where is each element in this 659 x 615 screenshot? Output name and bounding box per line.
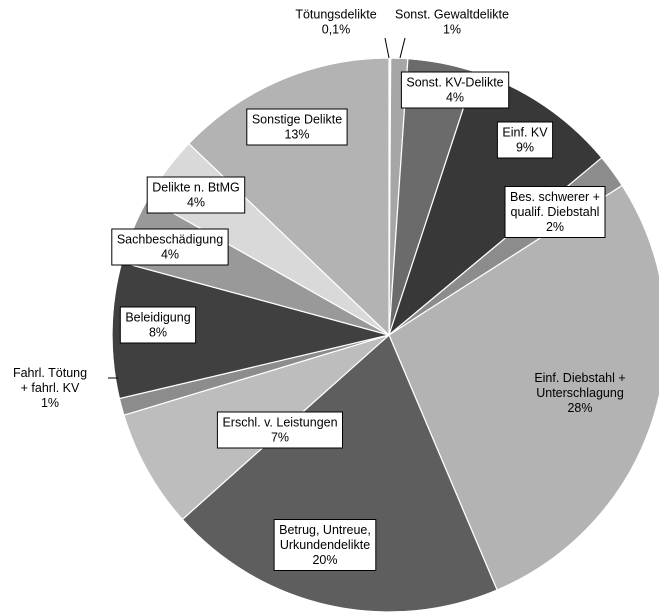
slice-label-box — [400, 71, 510, 109]
slice-label-8: Fahrl. Tötung+ fahrl. KV1% — [13, 366, 87, 410]
slice-label-box — [146, 176, 246, 214]
slice-label-text: Urkundendelikte — [280, 538, 370, 552]
slice-label-box — [246, 108, 348, 146]
slice-label-text: 4% — [187, 196, 205, 210]
slice-label-text: qualif. Diebstahl — [511, 205, 600, 219]
label-leader-line — [384, 37, 390, 59]
slice-label-box — [119, 306, 197, 344]
slice-label-text: Einf. KV — [502, 126, 548, 140]
slice-label-text: 8% — [149, 326, 167, 340]
slice-label-text: Sonst. Gewaltdelikte — [395, 8, 509, 22]
slice-label-text: Betrug, Untreue, — [279, 523, 371, 537]
slice-label-box — [111, 228, 229, 266]
slice-label-text: Beleidigung — [125, 311, 190, 325]
slice-label-text: 9% — [516, 141, 534, 155]
slice-label-text: Sonstige Delikte — [252, 113, 342, 127]
slice-label-text: Sonst. KV-Delikte — [406, 76, 503, 90]
slice-label-text: 1% — [41, 396, 59, 410]
slice-label-text: 0,1% — [322, 23, 351, 37]
label-leader-line — [399, 37, 406, 59]
slice-label-box — [216, 411, 343, 449]
slice-label-box — [496, 121, 554, 159]
slice-label-text: 28% — [567, 401, 592, 415]
slice-label-text: 2% — [546, 220, 564, 234]
slice-label-text: Bes. schwerer + — [510, 190, 600, 204]
slice-label-text: 13% — [284, 128, 309, 142]
slice-label-text: 7% — [271, 431, 289, 445]
slice-label-text: Sachbeschädigung — [117, 233, 223, 247]
slice-label-text: + fahrl. KV — [21, 381, 80, 395]
slice-label-box — [504, 186, 606, 238]
slice-label-text: Unterschlagung — [536, 386, 624, 400]
slice-label-text: 4% — [161, 248, 179, 262]
slice-label-text: Fahrl. Tötung — [13, 366, 87, 380]
slice-label-text: Tötungsdelikte — [295, 8, 376, 22]
slice-label-text: Einf. Diebstahl + — [534, 371, 625, 385]
slice-label-text: 4% — [446, 91, 464, 105]
slice-label-text: Delikte n. BtMG — [152, 181, 240, 195]
slice-label-3: Einf. KV9% — [496, 121, 554, 159]
slice-label-text: 20% — [312, 553, 337, 567]
slice-label-box — [273, 519, 377, 571]
slice-label-text: 1% — [443, 23, 461, 37]
label-leader-lines — [108, 37, 406, 379]
slice-label-text: Erschl. v. Leistungen — [222, 416, 337, 430]
